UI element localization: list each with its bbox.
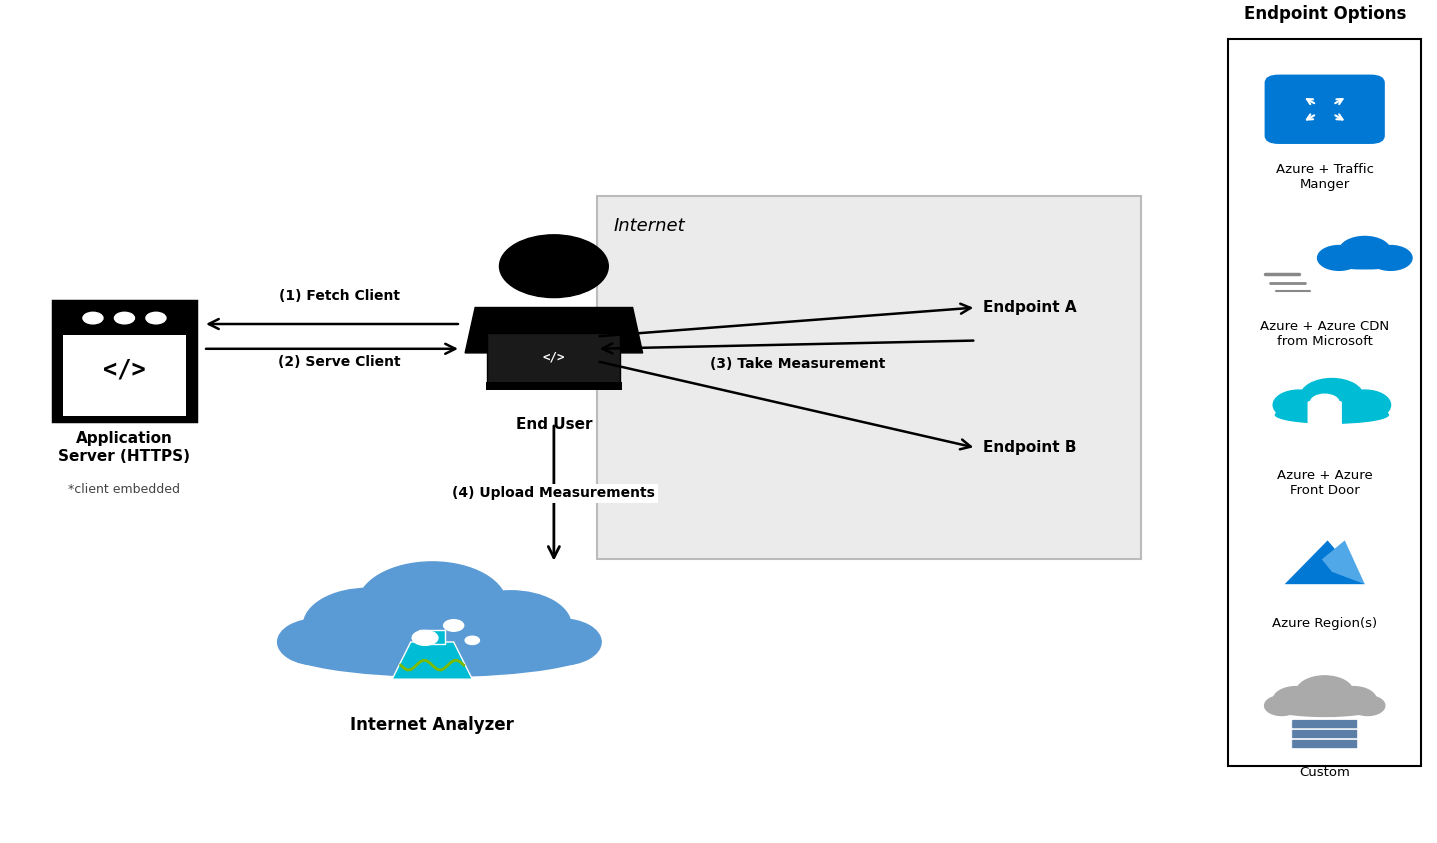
Text: (4) Upload Measurements: (4) Upload Measurements bbox=[453, 486, 655, 501]
Ellipse shape bbox=[1272, 699, 1378, 717]
Circle shape bbox=[303, 588, 433, 663]
Circle shape bbox=[1273, 390, 1325, 420]
Circle shape bbox=[1351, 695, 1385, 716]
Text: </>: </> bbox=[543, 351, 565, 363]
Text: Azure Region(s): Azure Region(s) bbox=[1272, 617, 1377, 631]
Text: </>: </> bbox=[103, 357, 145, 381]
FancyBboxPatch shape bbox=[1265, 74, 1385, 144]
Circle shape bbox=[83, 312, 103, 324]
Circle shape bbox=[1318, 245, 1361, 271]
Text: (3) Take Measurement: (3) Take Measurement bbox=[710, 357, 885, 371]
Circle shape bbox=[277, 619, 358, 665]
Circle shape bbox=[1331, 686, 1377, 713]
Circle shape bbox=[466, 636, 480, 645]
Circle shape bbox=[1311, 395, 1339, 411]
Circle shape bbox=[500, 235, 608, 298]
Ellipse shape bbox=[1322, 256, 1408, 270]
Circle shape bbox=[1369, 245, 1413, 271]
Text: Azure + Azure CDN
from Microsoft: Azure + Azure CDN from Microsoft bbox=[1260, 319, 1390, 348]
Text: *client embedded: *client embedded bbox=[69, 483, 181, 497]
Text: Endpoint B: Endpoint B bbox=[983, 440, 1076, 455]
Polygon shape bbox=[466, 308, 642, 353]
Text: Azure + Traffic
Manger: Azure + Traffic Manger bbox=[1276, 163, 1374, 191]
Text: Custom: Custom bbox=[1299, 766, 1351, 779]
Circle shape bbox=[522, 619, 601, 665]
Circle shape bbox=[358, 562, 507, 647]
FancyBboxPatch shape bbox=[596, 196, 1141, 560]
Circle shape bbox=[1265, 695, 1299, 716]
Text: (1) Fetch Client: (1) Fetch Client bbox=[279, 289, 399, 303]
Circle shape bbox=[147, 312, 165, 324]
Circle shape bbox=[451, 591, 570, 660]
Circle shape bbox=[1300, 379, 1364, 415]
Circle shape bbox=[1296, 676, 1354, 709]
Polygon shape bbox=[1285, 540, 1365, 584]
FancyBboxPatch shape bbox=[63, 335, 185, 416]
FancyBboxPatch shape bbox=[1308, 400, 1342, 427]
FancyBboxPatch shape bbox=[1292, 739, 1358, 749]
Circle shape bbox=[412, 631, 438, 645]
Text: Application
Server (HTTPS): Application Server (HTTPS) bbox=[59, 432, 191, 464]
Circle shape bbox=[1339, 237, 1391, 266]
Circle shape bbox=[1339, 390, 1391, 420]
FancyBboxPatch shape bbox=[486, 382, 622, 390]
Polygon shape bbox=[1322, 540, 1365, 584]
Text: Internet: Internet bbox=[614, 217, 685, 234]
Polygon shape bbox=[392, 642, 473, 679]
Circle shape bbox=[1273, 686, 1319, 713]
Text: Endpoint Options: Endpoint Options bbox=[1243, 4, 1405, 23]
FancyBboxPatch shape bbox=[1292, 729, 1358, 738]
Text: Azure + Azure
Front Door: Azure + Azure Front Door bbox=[1277, 469, 1372, 497]
FancyBboxPatch shape bbox=[487, 333, 621, 385]
FancyBboxPatch shape bbox=[1292, 720, 1358, 728]
FancyBboxPatch shape bbox=[53, 301, 195, 421]
Text: End User: End User bbox=[516, 417, 592, 432]
Text: (2) Serve Client: (2) Serve Client bbox=[277, 356, 401, 369]
FancyBboxPatch shape bbox=[420, 630, 445, 645]
FancyBboxPatch shape bbox=[1229, 39, 1421, 766]
Circle shape bbox=[115, 312, 135, 324]
Ellipse shape bbox=[282, 624, 596, 677]
Text: Internet Analyzer: Internet Analyzer bbox=[351, 717, 514, 734]
Ellipse shape bbox=[1275, 405, 1390, 424]
Text: Endpoint A: Endpoint A bbox=[983, 300, 1076, 315]
Circle shape bbox=[444, 620, 464, 631]
